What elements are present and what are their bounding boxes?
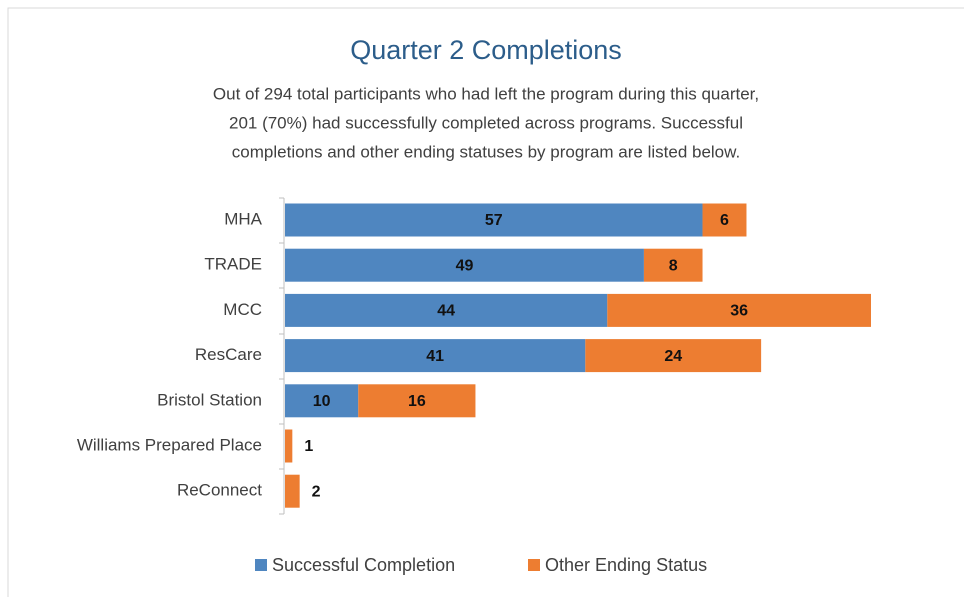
- category-label: ResCare: [195, 345, 262, 364]
- legend-label: Other Ending Status: [545, 555, 707, 575]
- category-label: TRADE: [204, 255, 262, 274]
- value-label: 24: [664, 348, 682, 365]
- bar-segment: [358, 384, 476, 418]
- bar-segment: [702, 203, 747, 237]
- bar-segment: [285, 474, 300, 508]
- bar-segment: [285, 384, 359, 418]
- bar-segment: [285, 429, 293, 463]
- bar-segment: [285, 203, 703, 237]
- value-label: 41: [426, 348, 444, 365]
- bar-segment: [585, 339, 762, 373]
- chart-title: Quarter 2 Completions: [350, 35, 622, 65]
- legend-swatch: [528, 559, 540, 571]
- bar-segment: [607, 293, 871, 327]
- value-label: 8: [669, 257, 678, 274]
- subtitle-line: completions and other ending statuses by…: [232, 142, 740, 161]
- chart-border: [7, 7, 964, 597]
- value-label: 2: [312, 483, 321, 500]
- value-label: 6: [720, 212, 729, 229]
- bar-segment: [285, 339, 586, 373]
- category-label: ReConnect: [177, 481, 262, 500]
- value-label: 1: [304, 438, 313, 455]
- legend-swatch: [255, 559, 267, 571]
- value-label: 44: [437, 303, 455, 320]
- category-label: Williams Prepared Place: [77, 435, 262, 454]
- category-label: MHA: [224, 209, 262, 228]
- bar-segment: [643, 248, 703, 282]
- value-label: 16: [408, 393, 426, 410]
- legend-label: Successful Completion: [272, 555, 455, 575]
- bar-segment: [285, 293, 608, 327]
- bar-segment: [285, 248, 644, 282]
- value-label: 49: [456, 257, 474, 274]
- value-label: 57: [485, 212, 503, 229]
- value-label: 10: [313, 393, 331, 410]
- category-label: Bristol Station: [157, 390, 262, 409]
- subtitle-line: 201 (70%) had successfully completed acr…: [229, 113, 743, 132]
- value-label: 36: [730, 303, 748, 320]
- category-label: MCC: [223, 300, 262, 319]
- subtitle-line: Out of 294 total participants who had le…: [213, 84, 759, 103]
